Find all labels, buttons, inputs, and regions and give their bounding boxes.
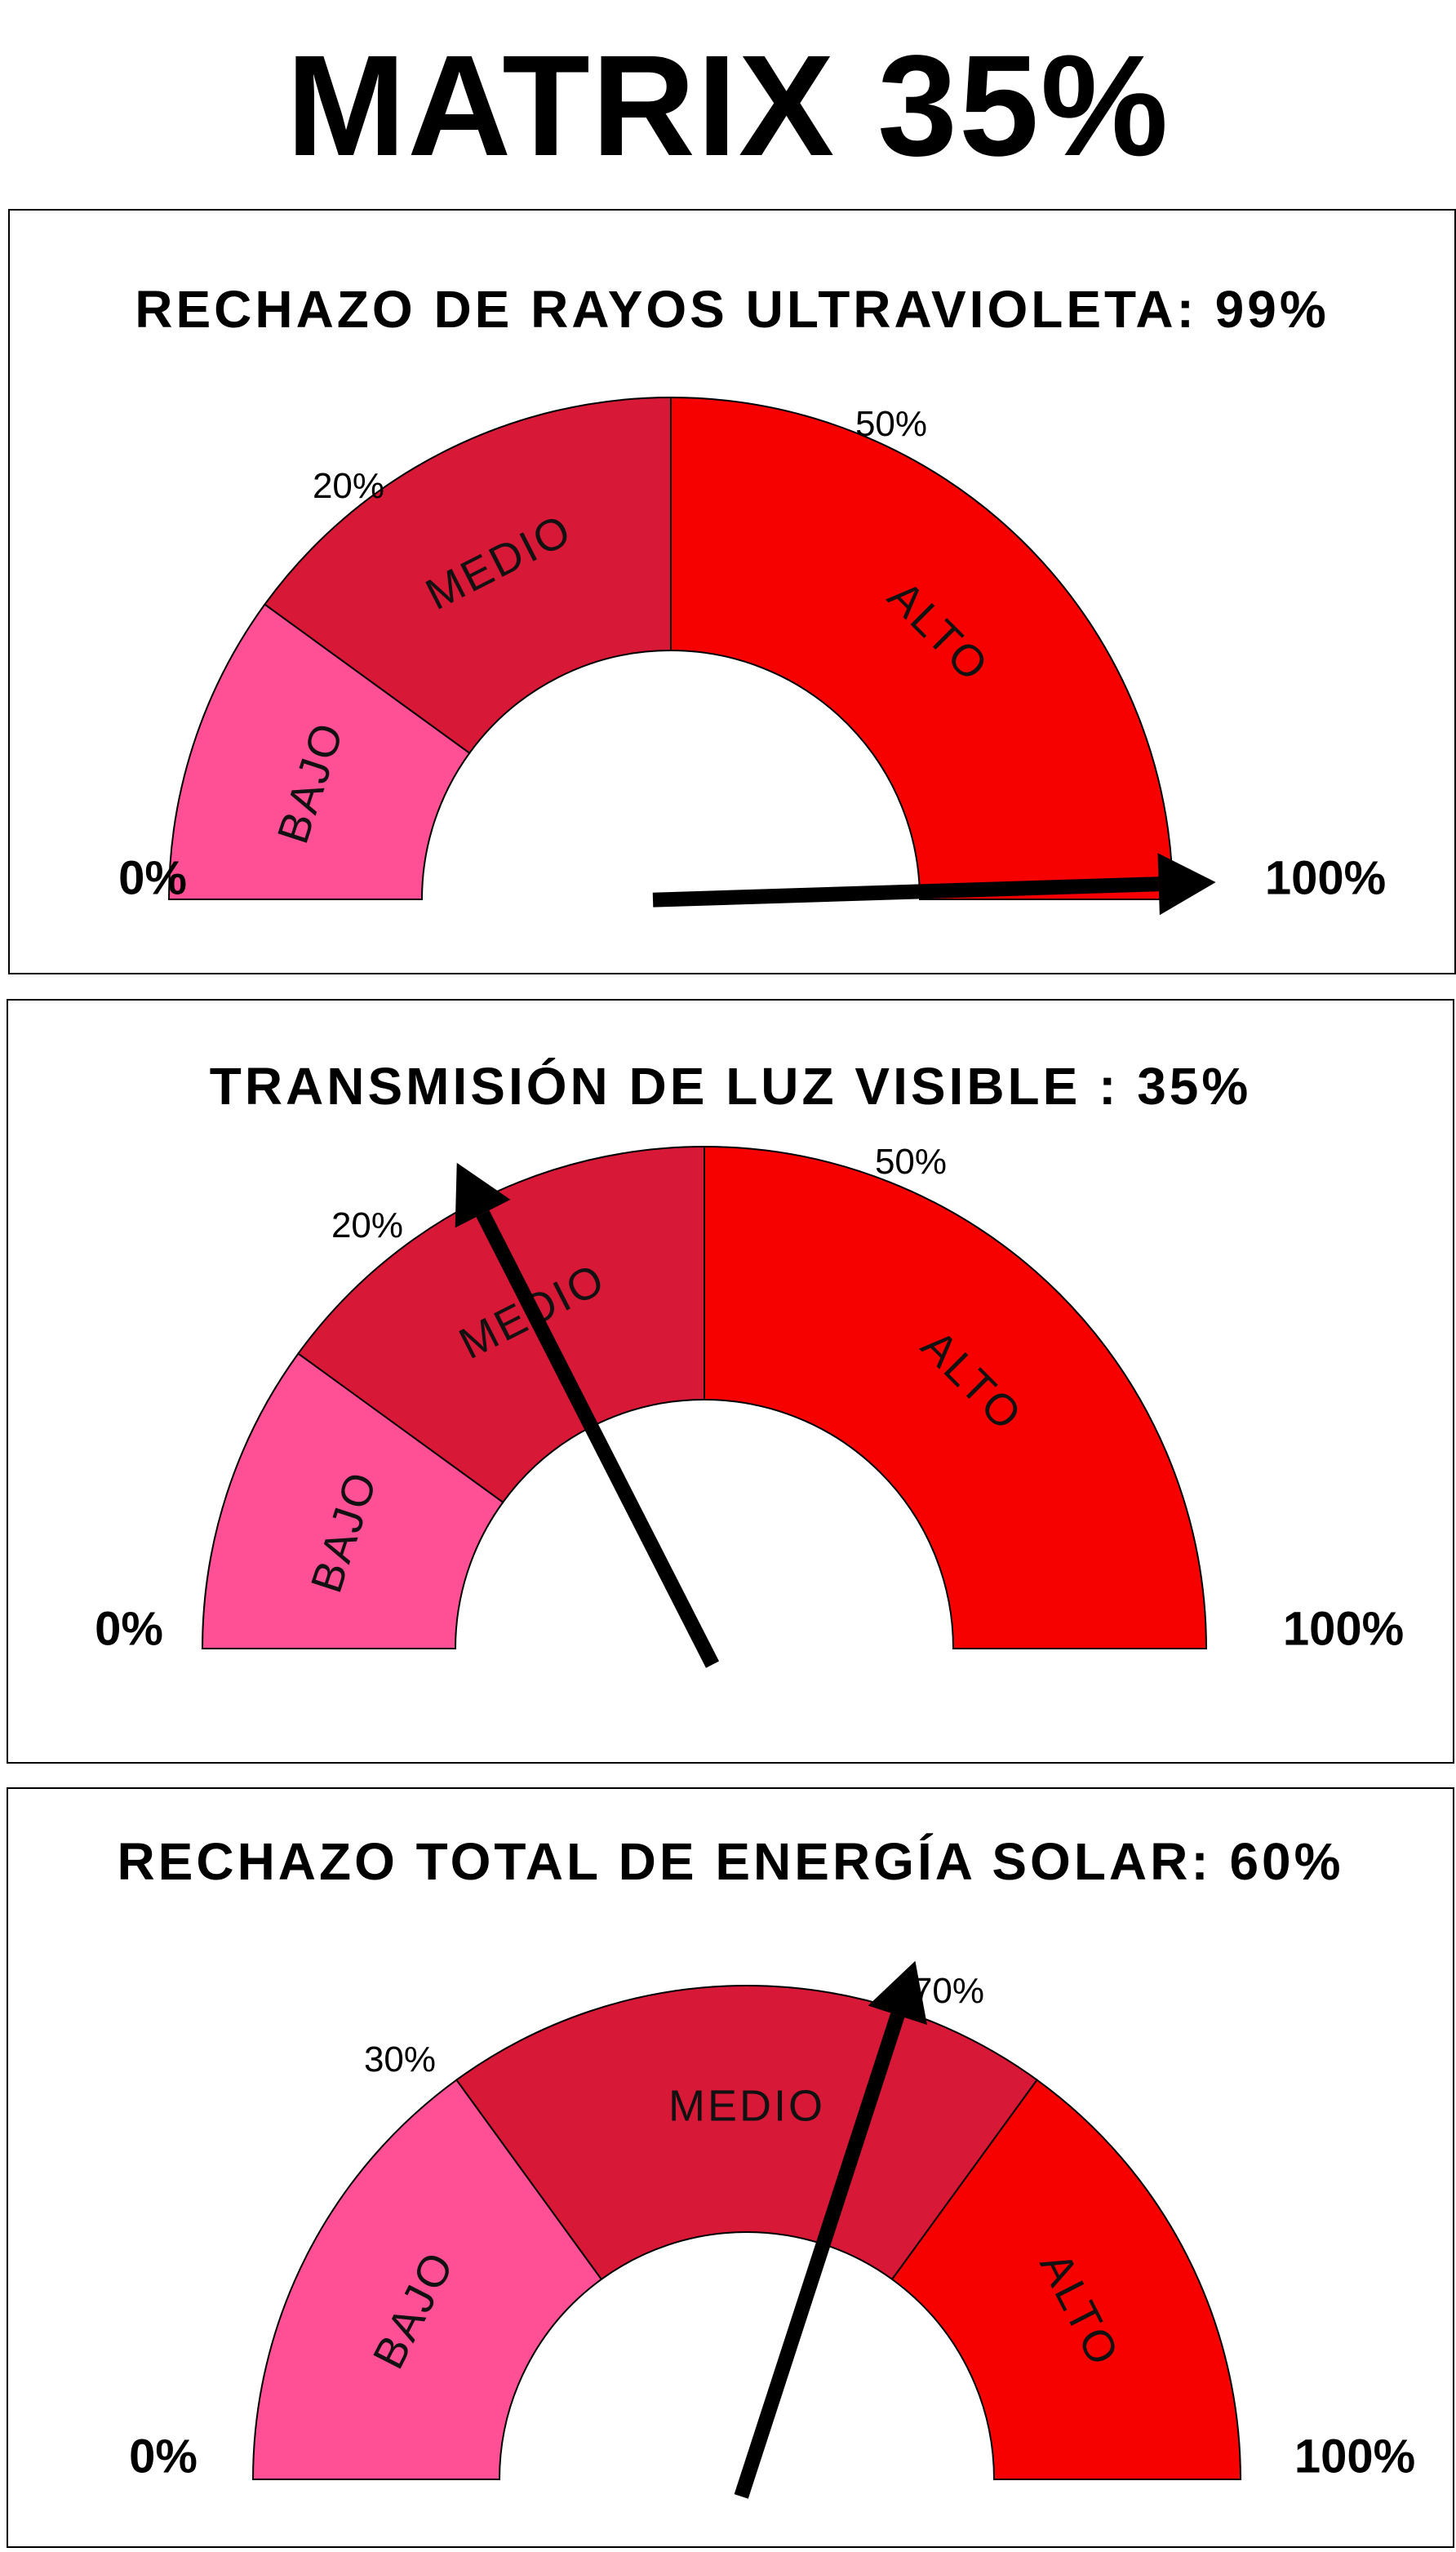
- gauge-title: RECHAZO DE RAYOS ULTRAVIOLETA: 99%: [135, 280, 1329, 339]
- needle-shaft: [476, 1210, 720, 1668]
- needle-arrowhead: [868, 1960, 927, 2026]
- gauge-min-label: 0%: [118, 851, 187, 904]
- gauge-band-medio: [297, 1145, 705, 1504]
- gauge-band-bajo: [201, 1352, 504, 1649]
- gauge-title: TRANSMISIÓN DE LUZ VISIBLE : 35%: [209, 1057, 1252, 1116]
- gauge-panel-solar-energy: RECHAZO TOTAL DE ENERGÍA SOLAR: 60% BAJO…: [7, 1787, 1454, 2548]
- gauge-band-bajo: [251, 2079, 603, 2480]
- gauge-max-label: 100%: [1265, 851, 1386, 904]
- gauge-max-label: 100%: [1283, 1602, 1404, 1655]
- gauge-max-label: 100%: [1294, 2430, 1415, 2483]
- gauge-needle: [455, 1162, 720, 1668]
- gauge-panel-uv-rejection: RECHAZO DE RAYOS ULTRAVIOLETA: 99% BAJO M…: [8, 209, 1456, 974]
- gauge-band-label: MEDIO: [668, 2081, 825, 2130]
- gauge-min-label: 0%: [95, 1602, 163, 1655]
- gauge-min-label: 0%: [129, 2430, 198, 2483]
- threshold-label: 20%: [313, 466, 384, 506]
- gauge-band-alto: [670, 396, 1174, 900]
- threshold-label: 50%: [875, 1142, 947, 1182]
- gauge-needle: [652, 853, 1216, 916]
- gauge-panel-visible-light: TRANSMISIÓN DE LUZ VISIBLE : 35% BAJOMED…: [7, 999, 1454, 1764]
- needle-arrowhead: [1157, 853, 1216, 916]
- gauge-band-medio: [264, 396, 672, 755]
- needle-arrowhead: [455, 1162, 511, 1228]
- gauge-band-medio: [455, 1985, 1039, 2281]
- gauge-needle: [734, 1960, 927, 2499]
- threshold-label: 50%: [855, 404, 927, 444]
- threshold-label: 20%: [331, 1205, 403, 1245]
- threshold-label: 70%: [912, 1971, 984, 2011]
- threshold-label: 30%: [364, 2039, 436, 2079]
- gauge-title: RECHAZO TOTAL DE ENERGÍA SOLAR: 60%: [117, 1832, 1344, 1891]
- main-title: MATRIX 35%: [286, 26, 1170, 186]
- gauge-band-alto: [890, 2079, 1242, 2480]
- gauge-band-bajo: [167, 603, 471, 900]
- needle-shaft: [652, 877, 1159, 908]
- gauge-band-alto: [704, 1145, 1208, 1649]
- needle-shaft: [734, 2013, 905, 2499]
